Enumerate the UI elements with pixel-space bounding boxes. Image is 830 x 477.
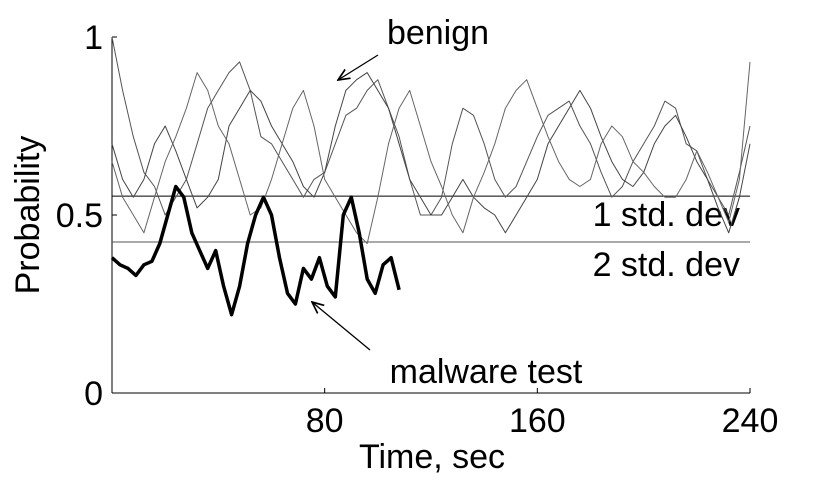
x-tick-label: 80 — [306, 402, 344, 440]
y-axis-label: Probability — [9, 136, 47, 295]
reference-label: 1 std. dev — [593, 196, 740, 234]
x-tick-label: 240 — [722, 402, 779, 440]
y-tick-label: 0 — [84, 375, 103, 413]
annotation: malware test — [390, 353, 583, 391]
y-tick-label: 1 — [84, 19, 103, 57]
line-series — [111, 61, 751, 244]
annotation-arrow — [312, 302, 371, 351]
x-tick-label: 160 — [509, 402, 566, 440]
reference-label: 2 std. dev — [593, 246, 740, 284]
line-series — [111, 36, 751, 216]
line-series — [110, 184, 401, 317]
annotation-arrow — [338, 54, 379, 80]
x-axis-label: Time, sec — [359, 438, 505, 476]
annotation: benign — [387, 14, 489, 52]
y-tick-label: 0.5 — [56, 197, 103, 235]
